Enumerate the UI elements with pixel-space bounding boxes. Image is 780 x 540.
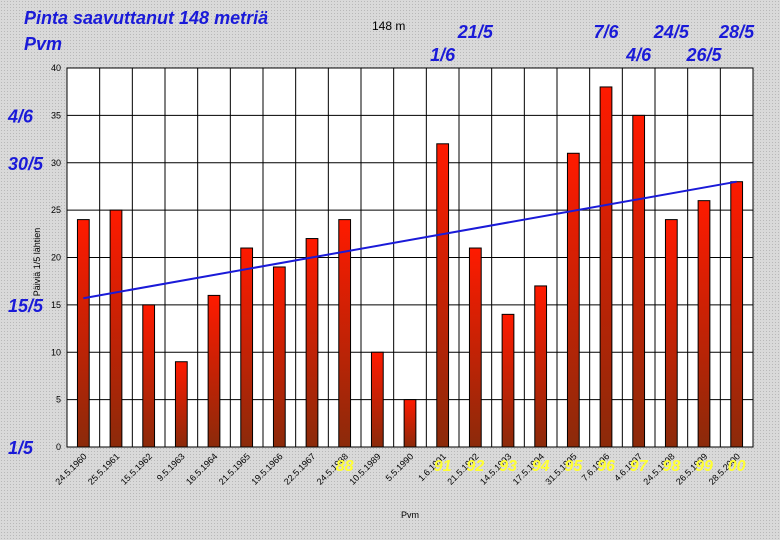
y-tick-label: 35 — [51, 110, 61, 120]
y-tick-label: 20 — [51, 253, 61, 263]
bar-date-label: 21/5 — [457, 22, 494, 42]
date-label: 30/5 — [8, 154, 44, 174]
bar — [566, 152, 580, 448]
bar — [534, 285, 548, 448]
chart-title: Pinta saavuttanut 148 metriä — [24, 8, 269, 28]
chart-subtitle: 148 m — [372, 19, 406, 33]
x-tick-label: 21.5.1965 — [217, 451, 252, 486]
bar — [207, 294, 221, 448]
bar — [142, 304, 156, 448]
x-tick-label: 5.5.1990 — [384, 451, 416, 483]
y-tick-label: 30 — [51, 158, 61, 168]
y-tick-label: 40 — [51, 63, 61, 73]
y-tick-label: 0 — [56, 442, 61, 452]
y-tick-label: 5 — [56, 395, 61, 405]
bar — [305, 238, 319, 448]
bar-date-label: 26/5 — [685, 45, 722, 65]
x-tick-label: 25.5.1961 — [86, 451, 121, 486]
bar — [632, 114, 646, 448]
x-tick-label: 15.5.1962 — [119, 451, 154, 486]
bar — [240, 247, 254, 448]
y-tick-label: 25 — [51, 205, 61, 215]
x-tick-label: 19.5.1966 — [249, 451, 284, 486]
year-label: 91 — [434, 458, 452, 475]
bar-date-label: 1/6 — [430, 45, 456, 65]
bar — [599, 86, 613, 448]
bar — [730, 181, 744, 448]
bar — [338, 219, 352, 448]
y-tick-label: 15 — [51, 300, 61, 310]
year-label: 96 — [597, 458, 615, 475]
bar — [664, 219, 678, 448]
bar — [403, 399, 417, 448]
trend-line — [83, 180, 737, 300]
bar — [76, 219, 90, 448]
x-axis-label: Pvm — [401, 510, 419, 520]
chart-title-pvm: Pvm — [24, 34, 63, 54]
x-tick-label: 24.5.1960 — [53, 451, 88, 486]
x-tick-label: 22.5.1967 — [282, 451, 317, 486]
year-label: 00 — [728, 458, 746, 475]
bar-date-label: 4/6 — [625, 45, 652, 65]
bar — [501, 313, 515, 448]
bar — [174, 361, 188, 448]
bar — [697, 200, 711, 448]
year-label: 92 — [466, 458, 484, 475]
bar — [109, 209, 123, 448]
bar — [468, 247, 482, 448]
bar-date-label: 28/5 — [718, 22, 755, 42]
year-label: 93 — [499, 458, 517, 475]
bar-date-label: 7/6 — [593, 22, 619, 42]
year-label: 97 — [630, 458, 649, 475]
year-label: 99 — [695, 458, 713, 475]
year-label: 98 — [662, 458, 680, 475]
y-tick-label: 10 — [51, 347, 61, 357]
bar — [272, 266, 286, 448]
x-tick-label: 16.5.1964 — [184, 451, 219, 486]
bar — [370, 351, 384, 448]
date-label: 15/5 — [8, 296, 44, 316]
date-label: 4/6 — [7, 106, 34, 126]
year-label: 88 — [336, 458, 354, 475]
y-axis-label: Päiviä 1/5 lähtien — [32, 228, 42, 297]
bar-date-label: 24/5 — [653, 22, 690, 42]
bar — [436, 143, 450, 448]
year-label: 95 — [564, 458, 583, 475]
date-label: 1/5 — [8, 438, 34, 458]
year-label: 94 — [532, 458, 550, 475]
x-tick-label: 9.5.1963 — [155, 451, 187, 483]
